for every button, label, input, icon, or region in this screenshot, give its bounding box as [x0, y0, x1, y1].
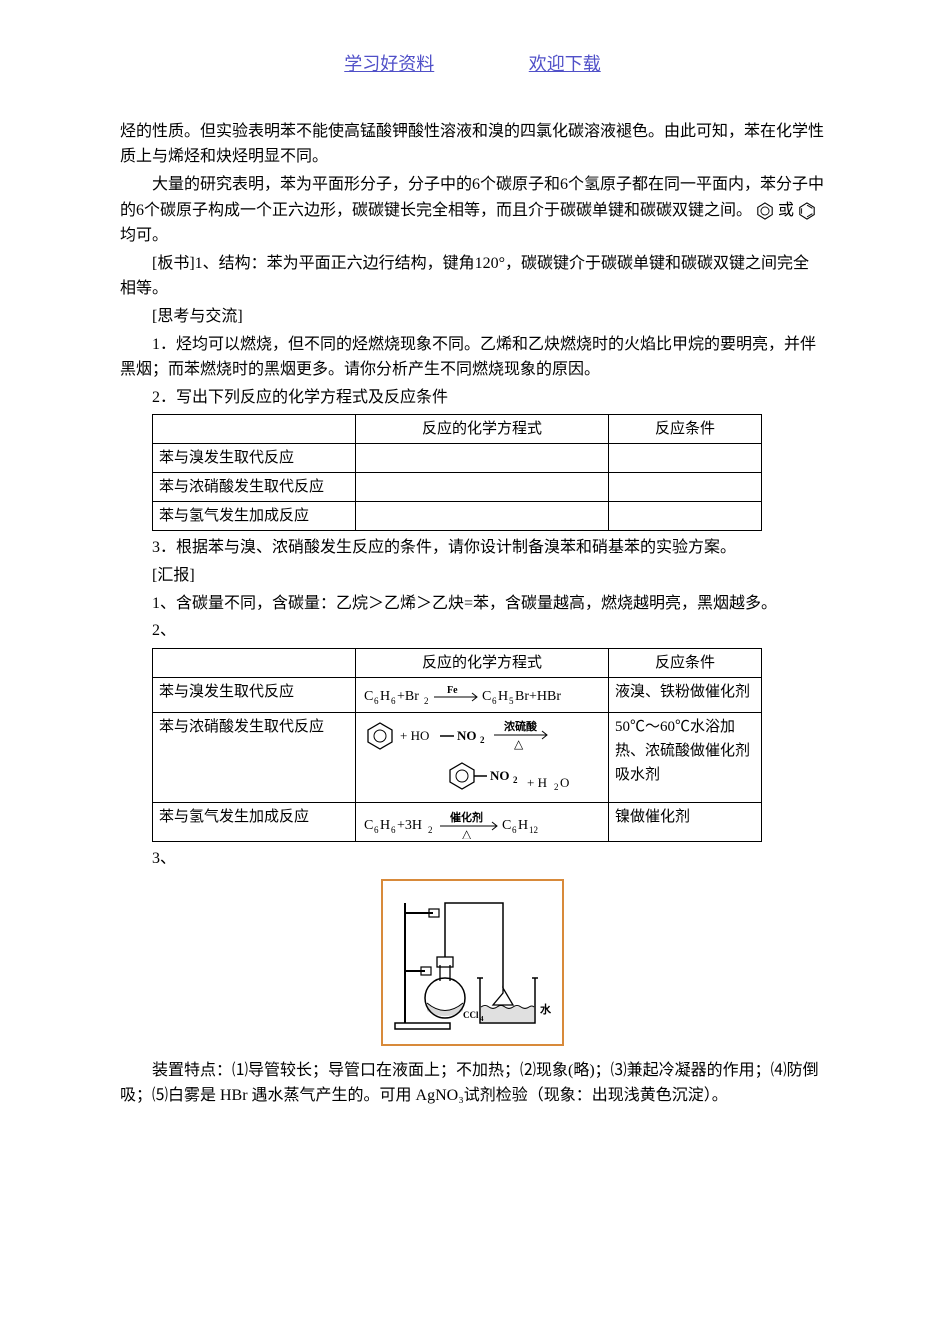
svg-text:C: C	[364, 818, 373, 833]
apparatus-frame: CCl 4 水	[381, 879, 564, 1046]
paragraph-8: [汇报]	[120, 563, 825, 589]
header-link-left[interactable]: 学习好资料	[344, 54, 434, 74]
paragraph-2: 大量的研究表明，苯为平面形分子，分子中的6个碳原子和6个氢原子都在同一平面内，苯…	[120, 172, 825, 249]
svg-text:H: H	[380, 818, 390, 833]
table-filled-reactions: 反应的化学方程式 反应条件 苯与溴发生取代反应 C 6 H 6 +Br 2 Fe…	[152, 648, 762, 842]
table-row: 反应的化学方程式 反应条件	[153, 415, 762, 444]
svg-text:6: 6	[492, 696, 497, 706]
svg-text:C: C	[502, 818, 511, 833]
cell-rxn-name: 苯与氢气发生加成反应	[153, 502, 356, 531]
svg-text:+ HO: + HO	[400, 728, 429, 743]
cell-rxn-name: 苯与溴发生取代反应	[153, 444, 356, 473]
th-blank	[153, 415, 356, 444]
paragraph-12: 装置特点：⑴导管较长；导管口在液面上；不加热；⑵现象(略)；⑶兼起冷凝器的作用；…	[120, 1058, 825, 1109]
paragraph-3: [板书]1、结构：苯为平面正六边行结构，键角120°，碳碳键介于碳碳单键和碳碳双…	[120, 251, 825, 302]
svg-text:6: 6	[512, 825, 517, 835]
cell-rxn-name: 苯与溴发生取代反应	[153, 677, 356, 712]
svg-text:O: O	[560, 775, 569, 790]
cell-rxn-cond: 50℃～60℃水浴加热、浓硫酸做催化剂吸水剂	[609, 712, 762, 802]
cell-rxn-eq: C 6 H 6 +Br 2 Fe C 6 H 5 Br+HBr	[356, 677, 609, 712]
svg-text:12: 12	[529, 825, 538, 835]
cell-rxn-eq	[356, 473, 609, 502]
document-page: 学习好资料 欢迎下载 烃的性质。但实验表明苯不能使高锰酸钾酸性溶液和溴的四氯化碳…	[0, 0, 945, 1161]
svg-text:2: 2	[424, 696, 429, 706]
svg-text:4: 4	[480, 1015, 484, 1023]
svg-text:2: 2	[428, 825, 433, 835]
svg-text:NO: NO	[457, 728, 477, 743]
cell-rxn-eq	[356, 444, 609, 473]
benzene-circle-icon	[756, 202, 774, 220]
svg-text:催化剂: 催化剂	[450, 810, 483, 824]
svg-text:6: 6	[374, 696, 379, 706]
table-row: 反应的化学方程式 反应条件	[153, 648, 762, 677]
table-row: 苯与氢气发生加成反应	[153, 502, 762, 531]
svg-text:5: 5	[509, 696, 514, 706]
th-condition: 反应条件	[609, 648, 762, 677]
table-row: 苯与氢气发生加成反应 C 6 H 6 +3H 2 催化剂 △ C 6 H 12	[153, 802, 762, 841]
th-equation: 反应的化学方程式	[356, 648, 609, 677]
hydrogenation-equation-icon: C 6 H 6 +3H 2 催化剂 △ C 6 H 12	[362, 805, 592, 839]
svg-text:NO: NO	[490, 768, 510, 783]
label-ccl4: CCl	[463, 1010, 479, 1020]
svg-text:6: 6	[391, 696, 396, 706]
cell-rxn-cond: 液溴、铁粉做催化剂	[609, 677, 762, 712]
th-equation: 反应的化学方程式	[356, 415, 609, 444]
paragraph-7: 3．根据苯与溴、浓硝酸发生反应的条件，请你设计制备溴苯和硝基苯的实验方案。	[120, 535, 825, 561]
svg-text:6: 6	[391, 825, 396, 835]
cell-rxn-cond	[609, 502, 762, 531]
svg-text:C: C	[482, 689, 491, 704]
paragraph-9: 1、含碳量不同，含碳量：乙烷＞乙烯＞乙炔=苯，含碳量越高，燃烧越明亮，黑烟越多。	[120, 591, 825, 617]
cell-rxn-name: 苯与氢气发生加成反应	[153, 802, 356, 841]
svg-text:H: H	[498, 689, 508, 704]
table-blank-reactions: 反应的化学方程式 反应条件 苯与溴发生取代反应 苯与浓硝酸发生取代反应 苯与氢气…	[152, 414, 762, 531]
table-row: 苯与溴发生取代反应	[153, 444, 762, 473]
svg-text:6: 6	[374, 825, 379, 835]
header-link-right[interactable]: 欢迎下载	[529, 54, 601, 74]
page-header: 学习好资料 欢迎下载	[120, 50, 825, 79]
svg-text:+Br: +Br	[397, 689, 419, 704]
svg-text:2: 2	[480, 735, 485, 745]
cell-rxn-eq: C 6 H 6 +3H 2 催化剂 △ C 6 H 12	[356, 802, 609, 841]
svg-text:2: 2	[554, 782, 559, 792]
svg-text:+ H: + H	[527, 775, 547, 790]
svg-text:H: H	[518, 818, 528, 833]
cell-rxn-eq	[356, 502, 609, 531]
apparatus-figure: CCl 4 水	[120, 879, 825, 1046]
cell-rxn-name: 苯与浓硝酸发生取代反应	[153, 473, 356, 502]
table-row: 苯与浓硝酸发生取代反应 + HO NO 2 浓硫酸 △ NO	[153, 712, 762, 802]
svg-text:△: △	[514, 737, 524, 751]
benzene-kekule-icon	[798, 202, 816, 220]
svg-text:2: 2	[513, 775, 518, 785]
svg-text:△: △	[462, 827, 472, 839]
cell-rxn-cond	[609, 473, 762, 502]
svg-text:C: C	[364, 689, 373, 704]
cell-rxn-eq: + HO NO 2 浓硫酸 △ NO 2 + H 2 O	[356, 712, 609, 802]
svg-text:浓硫酸: 浓硫酸	[504, 719, 538, 733]
paragraph-4: [思考与交流]	[120, 304, 825, 330]
bromination-equation-icon: C 6 H 6 +Br 2 Fe C 6 H 5 Br+HBr	[362, 680, 592, 710]
nitration-equation-icon: + HO NO 2 浓硫酸 △ NO 2 + H 2 O	[362, 715, 592, 800]
paragraph-1: 烃的性质。但实验表明苯不能使高锰酸钾酸性溶液和溴的四氯化碳溶液褪色。由此可知，苯…	[120, 119, 825, 170]
paragraph-11: 3、	[120, 846, 825, 872]
paragraph-5: 1．烃均可以燃烧，但不同的烃燃烧现象不同。乙烯和乙炔燃烧时的火焰比甲烷的要明亮，…	[120, 332, 825, 383]
th-condition: 反应条件	[609, 415, 762, 444]
paragraph-2c: 均可。	[120, 227, 168, 244]
paragraph-2a: 大量的研究表明，苯为平面形分子，分子中的6个碳原子和6个氢原子都在同一平面内，苯…	[120, 176, 824, 219]
svg-text:Br+HBr: Br+HBr	[515, 689, 561, 704]
svg-text:Fe: Fe	[447, 685, 458, 696]
cell-rxn-cond: 镍做催化剂	[609, 802, 762, 841]
label-water: 水	[540, 1002, 552, 1016]
apparatus-diagram-icon: CCl 4 水	[385, 883, 560, 1033]
cell-rxn-cond	[609, 444, 762, 473]
svg-text:+3H: +3H	[397, 818, 422, 833]
svg-text:H: H	[380, 689, 390, 704]
th-blank	[153, 648, 356, 677]
cell-rxn-name: 苯与浓硝酸发生取代反应	[153, 712, 356, 802]
paragraph-6: 2．写出下列反应的化学方程式及反应条件	[120, 385, 825, 411]
paragraph-2b: 或	[778, 202, 794, 219]
table-row: 苯与溴发生取代反应 C 6 H 6 +Br 2 Fe C 6 H 5 Br+HB…	[153, 677, 762, 712]
paragraph-10: 2、	[120, 618, 825, 644]
table-row: 苯与浓硝酸发生取代反应	[153, 473, 762, 502]
